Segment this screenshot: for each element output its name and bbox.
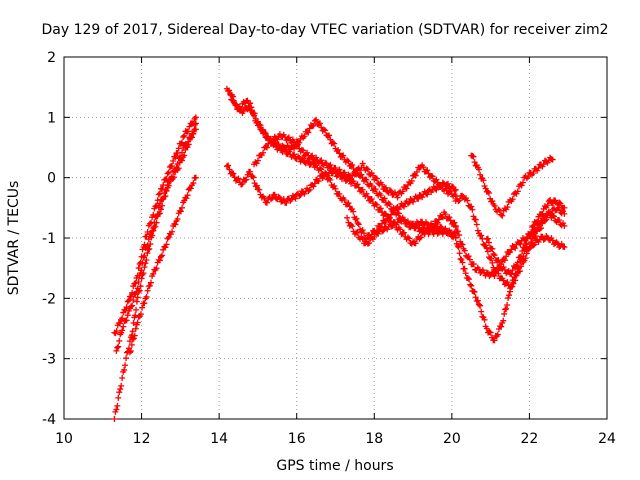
series-track-9 bbox=[344, 214, 459, 247]
x-tick-label: 16 bbox=[288, 431, 306, 447]
series-track-4 bbox=[126, 174, 199, 356]
plus-marker-path bbox=[344, 214, 459, 247]
x-axis-label: GPS time / hours bbox=[276, 458, 393, 474]
series-track-11 bbox=[452, 208, 568, 280]
x-tick-label: 22 bbox=[521, 431, 539, 447]
plus-marker-path bbox=[126, 174, 199, 356]
x-tick-label: 12 bbox=[133, 431, 151, 447]
plus-marker-path bbox=[223, 85, 459, 243]
y-tick-label: -1 bbox=[42, 231, 56, 247]
y-tick-label: 1 bbox=[47, 110, 56, 126]
x-tick-label: 24 bbox=[598, 431, 616, 447]
series-track-5 bbox=[223, 85, 459, 243]
x-tick-label: 20 bbox=[443, 431, 461, 447]
series-track-3 bbox=[111, 114, 199, 337]
y-tick-label: -3 bbox=[42, 352, 56, 368]
plus-marker-path bbox=[227, 91, 459, 231]
plus-marker-path bbox=[113, 120, 199, 354]
y-axis-label: SDTVAR / TECUs bbox=[6, 181, 22, 296]
series-track-12 bbox=[468, 152, 556, 219]
series-track-8 bbox=[251, 131, 459, 201]
plus-marker-path bbox=[452, 208, 568, 280]
y-tick-labels: 2 1 0 -1 -2 -3 -4 bbox=[42, 50, 56, 428]
x-tick-labels: 10 12 14 16 18 20 22 24 bbox=[55, 431, 616, 447]
x-tick-label: 14 bbox=[210, 431, 228, 447]
series-track-14 bbox=[452, 192, 568, 292]
plus-marker-path bbox=[251, 131, 459, 201]
chart-title: Day 129 of 2017, Sidereal Day-to-day VTE… bbox=[42, 22, 609, 38]
y-tick-label: -4 bbox=[42, 412, 56, 428]
x-tick-label: 18 bbox=[365, 431, 383, 447]
data-marks bbox=[111, 85, 568, 422]
plus-marker-path bbox=[111, 114, 199, 337]
series-track-13 bbox=[483, 196, 568, 278]
y-tick-label: -2 bbox=[42, 291, 56, 307]
plus-marker-path bbox=[452, 192, 568, 292]
series-track-2 bbox=[113, 120, 199, 354]
x-tick-label: 10 bbox=[55, 431, 73, 447]
y-tick-label: 0 bbox=[47, 171, 56, 187]
plus-marker-path bbox=[483, 196, 568, 278]
axis-ticks bbox=[63, 56, 608, 420]
series-track-6 bbox=[227, 91, 459, 231]
y-tick-label: 2 bbox=[47, 50, 56, 66]
plus-marker-path bbox=[468, 152, 556, 219]
